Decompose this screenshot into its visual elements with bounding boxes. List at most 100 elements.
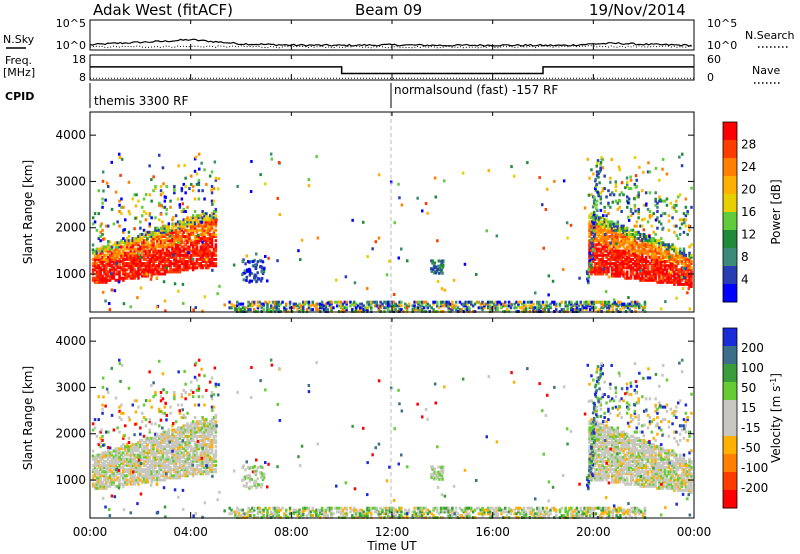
power-cell: [648, 272, 652, 276]
power-cell: [173, 191, 176, 195]
velocity-cell: [199, 468, 202, 472]
power-cell: [538, 302, 541, 306]
power-cell: [103, 255, 106, 259]
power-cell: [101, 197, 104, 201]
velocity-cell: [161, 466, 165, 469]
power-cell: [163, 232, 167, 236]
power-cell: [652, 274, 655, 278]
power-cell: [488, 300, 492, 304]
power-cell: [605, 253, 608, 257]
velocity-cell: [118, 466, 121, 469]
power-cell: [191, 228, 195, 232]
power-cell: [639, 304, 643, 308]
velocity-cell: [165, 436, 168, 440]
velocity-cell: [133, 449, 136, 453]
power-cell: [181, 202, 184, 206]
power-cell: [171, 245, 174, 249]
power-cell: [174, 237, 178, 241]
power-cell: [601, 264, 604, 268]
power-cell: [114, 272, 117, 276]
velocity-cell: [127, 457, 131, 461]
velocity-cell: [137, 443, 140, 447]
power-cell: [178, 247, 182, 251]
power-cell: [158, 249, 161, 253]
power-cell: [167, 224, 170, 228]
power-cell: [624, 232, 627, 236]
power-cell: [538, 306, 541, 310]
velocity-cell: [191, 453, 195, 457]
power-cell: [610, 191, 614, 195]
power-cell: [383, 300, 386, 304]
power-cell: [590, 232, 593, 236]
velocity-cell: [193, 432, 197, 436]
velocity-cell: [190, 428, 193, 432]
power-cell: [652, 260, 655, 264]
power-cell: [190, 243, 193, 247]
noise-right-tick-high: 10^5: [707, 17, 737, 30]
power-cell: [637, 264, 640, 268]
power-cell: [163, 230, 167, 234]
power-cell: [629, 235, 633, 238]
power-cell: [667, 253, 671, 257]
power-cell: [616, 274, 620, 278]
velocity-cell: [176, 451, 180, 455]
power-cell: [210, 188, 213, 192]
power-cell: [660, 257, 663, 261]
velocity-cell: [186, 466, 189, 469]
velocity-cell: [146, 455, 150, 459]
power-cell: [104, 299, 107, 303]
power-cell: [577, 308, 581, 312]
power-cell: [116, 241, 119, 245]
power-cell: [120, 245, 123, 249]
power-cell: [568, 302, 571, 306]
power-cell: [299, 258, 302, 262]
power-cell: [112, 251, 116, 255]
power-cell: [248, 269, 252, 273]
power-cell: [125, 241, 129, 245]
power-cell: [253, 258, 256, 262]
power-cell: [607, 308, 611, 312]
power-cell: [165, 264, 168, 268]
power-cell: [176, 260, 180, 263]
power-cell: [150, 199, 153, 203]
velocity-cell: [156, 455, 159, 459]
y-tick-label: 4000: [55, 128, 86, 142]
velocity-cell: [588, 447, 591, 451]
power-cell: [207, 255, 210, 259]
power-cell: [641, 260, 644, 263]
power-cell: [93, 276, 97, 280]
velocity-cell: [178, 466, 182, 469]
power-cell: [612, 222, 616, 226]
power-cell: [415, 308, 418, 312]
power-cell: [174, 245, 178, 249]
power-cell: [120, 268, 123, 272]
power-cell: [646, 251, 650, 255]
velocity-cell: [197, 447, 201, 451]
power-cell: [91, 251, 95, 255]
colorbar-swatch: [723, 248, 737, 267]
velocity-cell: [137, 461, 140, 465]
power-cell: [650, 245, 654, 249]
velocity-cell: [127, 461, 131, 465]
power-cell: [182, 224, 185, 228]
power-cell: [154, 260, 157, 263]
power-cell: [114, 245, 117, 249]
power-cell: [302, 302, 305, 306]
power-cell: [105, 272, 108, 276]
velocity-cell: [188, 461, 191, 465]
power-cell: [610, 243, 614, 247]
velocity-cell: [197, 470, 201, 474]
power-cell: [129, 251, 133, 255]
velocity-cell: [167, 468, 170, 472]
power-cell: [607, 241, 610, 245]
power-cell: [646, 170, 650, 174]
velocity-cell: [186, 436, 189, 440]
power-cell: [135, 274, 138, 278]
velocity-cell: [93, 474, 97, 478]
velocity-cell: [190, 455, 193, 459]
power-cell: [621, 304, 624, 308]
power-cell: [207, 264, 210, 268]
power-cell: [210, 170, 214, 174]
velocity-cell: [191, 428, 195, 432]
velocity-cell: [174, 443, 178, 447]
